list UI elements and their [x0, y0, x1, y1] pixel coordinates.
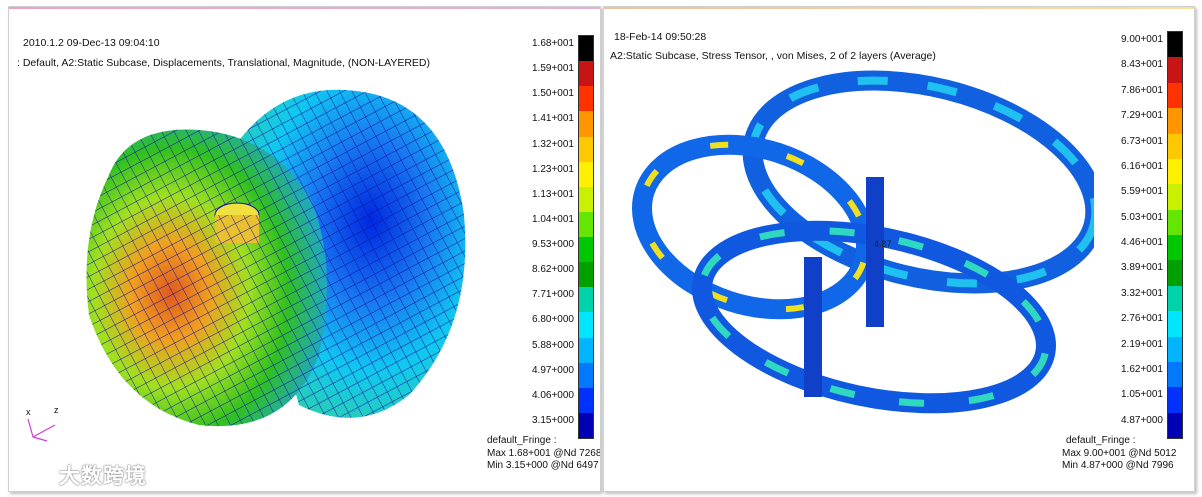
legend-swatch [1168, 260, 1182, 286]
legend-swatch [579, 111, 593, 137]
legend-swatch [579, 337, 593, 363]
legend-value: 6.16+001 [1121, 160, 1163, 172]
legend-swatch [579, 36, 593, 62]
legend-swatch [1168, 235, 1182, 261]
legend-value: 7.86+001 [1121, 84, 1163, 96]
legend-swatch [579, 86, 593, 112]
legend-value: 5.88+000 [532, 339, 574, 351]
legend-value: 6.73+001 [1121, 135, 1163, 147]
legend-value: 1.32+001 [532, 138, 574, 150]
legend-swatch [579, 186, 593, 212]
legend-swatch [1168, 108, 1182, 134]
left-header-result: : Default, A2:Static Subcase, Displaceme… [17, 57, 430, 69]
fringe-title: default_Fringe : [487, 435, 557, 446]
legend-swatch [579, 387, 593, 413]
legend-swatch [1168, 57, 1182, 83]
axis-x-label: x [26, 407, 31, 417]
legend-swatch [579, 262, 593, 288]
legend-value: 5.59+001 [1121, 186, 1163, 198]
legend-swatch [1168, 311, 1182, 337]
watermark-logo-icon [11, 467, 52, 487]
color-legend-bar [1167, 31, 1183, 439]
fringe-summary: default_Fringe : Max 1.68+001 @Nd 7268 M… [487, 435, 601, 473]
legend-value: 5.03+001 [1121, 211, 1163, 223]
legend-swatch [579, 211, 593, 237]
fringe-min: Min 3.15+000 @Nd 6497 [487, 460, 599, 471]
vessel-nozzle [214, 202, 260, 243]
legend-swatch [1168, 158, 1182, 185]
ring-front [692, 220, 1056, 414]
ring-rear [742, 70, 1094, 294]
left-header-date: 2010.1.2 09-Dec-13 09:04:10 [23, 37, 160, 49]
fringe-max: Max 1.68+001 @Nd 7268 [487, 447, 601, 459]
legend-swatch [1168, 412, 1182, 438]
viewport-top-border [9, 7, 600, 9]
legend-value: 1.59+001 [532, 63, 574, 75]
legend-swatch [1168, 133, 1182, 159]
legend-value: 2.19+001 [1121, 338, 1163, 350]
legend-swatch [1168, 32, 1182, 58]
legend-swatch [579, 237, 593, 263]
legend-swatch [1168, 82, 1182, 109]
legend-swatch [1168, 285, 1182, 312]
legend-value: 4.46+001 [1121, 237, 1163, 248]
model-node-label: 4.87 [874, 239, 892, 249]
legend-value: 8.62+000 [532, 264, 574, 276]
vessel-front-body [86, 129, 327, 427]
legend-swatch [579, 312, 593, 338]
legend-swatch [579, 161, 593, 187]
legend-value: 3.15+000 [532, 414, 574, 426]
legend-value: 1.68+001 [532, 38, 574, 49]
legend-value: 7.71+000 [532, 289, 574, 301]
legend-value: 3.32+001 [1121, 287, 1163, 299]
legend-value: 9.00+001 [1121, 34, 1163, 45]
ring-frame-model[interactable]: 4.87 [624, 67, 1094, 437]
axis-z-label: z [54, 405, 59, 415]
legend-value: 1.13+001 [532, 188, 574, 200]
legend-swatch [1168, 361, 1182, 388]
legend-swatch [579, 362, 593, 388]
legend-swatch [579, 412, 593, 438]
legend-value: 1.23+001 [532, 163, 574, 175]
fringe-title: default_Fringe : [1066, 435, 1136, 446]
legend-value: 1.41+001 [532, 113, 574, 125]
right-viewport[interactable]: 18-Feb-14 09:50:28 A2:Static Subcase, St… [603, 6, 1195, 492]
legend-swatch [1168, 387, 1182, 413]
legend-value: 3.89+001 [1121, 262, 1163, 274]
legend-swatch [1168, 336, 1182, 362]
right-header-date: 18-Feb-14 09:50:28 [614, 31, 707, 43]
color-legend-bar [578, 35, 594, 439]
legend-value: 7.29+001 [1121, 110, 1163, 122]
legend-swatch [1168, 209, 1182, 235]
watermark-text: 大数跨境 [58, 465, 147, 488]
legend-value: 4.06+000 [532, 389, 574, 401]
left-viewport[interactable]: 2010.1.2 09-Dec-13 09:04:10 : Default, A… [8, 6, 601, 492]
viewport-top-border [604, 7, 1194, 9]
legend-swatch [579, 287, 593, 313]
vertical-posts [804, 177, 884, 397]
fringe-max: Max 9.00+001 @Nd 5012 [1062, 447, 1177, 459]
fringe-min: Min 4.87+000 @Nd 7996 [1062, 460, 1174, 471]
legend-value: 8.43+001 [1121, 59, 1163, 71]
legend-value: 1.04+001 [532, 213, 574, 225]
legend-swatch [1168, 184, 1182, 210]
legend-value: 1.62+001 [1121, 363, 1163, 375]
legend-value: 1.50+001 [532, 88, 574, 100]
legend-value: 2.76+001 [1121, 313, 1163, 325]
legend-swatch [579, 136, 593, 162]
watermark: 大数跨境 [10, 460, 147, 490]
fringe-summary: default_Fringe : Max 9.00+001 @Nd 5012 M… [1062, 435, 1176, 473]
ring-left [632, 134, 876, 320]
legend-value: 1.05+001 [1121, 389, 1163, 401]
legend-value: 4.87+000 [1121, 414, 1163, 426]
right-header-result: A2:Static Subcase, Stress Tensor, , von … [610, 50, 936, 62]
pressure-vessel-model[interactable] [69, 75, 489, 465]
legend-swatch [579, 61, 593, 87]
legend-value: 6.80+000 [532, 314, 574, 326]
legend-value: 9.53+000 [532, 239, 574, 250]
legend-value: 4.97+000 [532, 364, 574, 376]
